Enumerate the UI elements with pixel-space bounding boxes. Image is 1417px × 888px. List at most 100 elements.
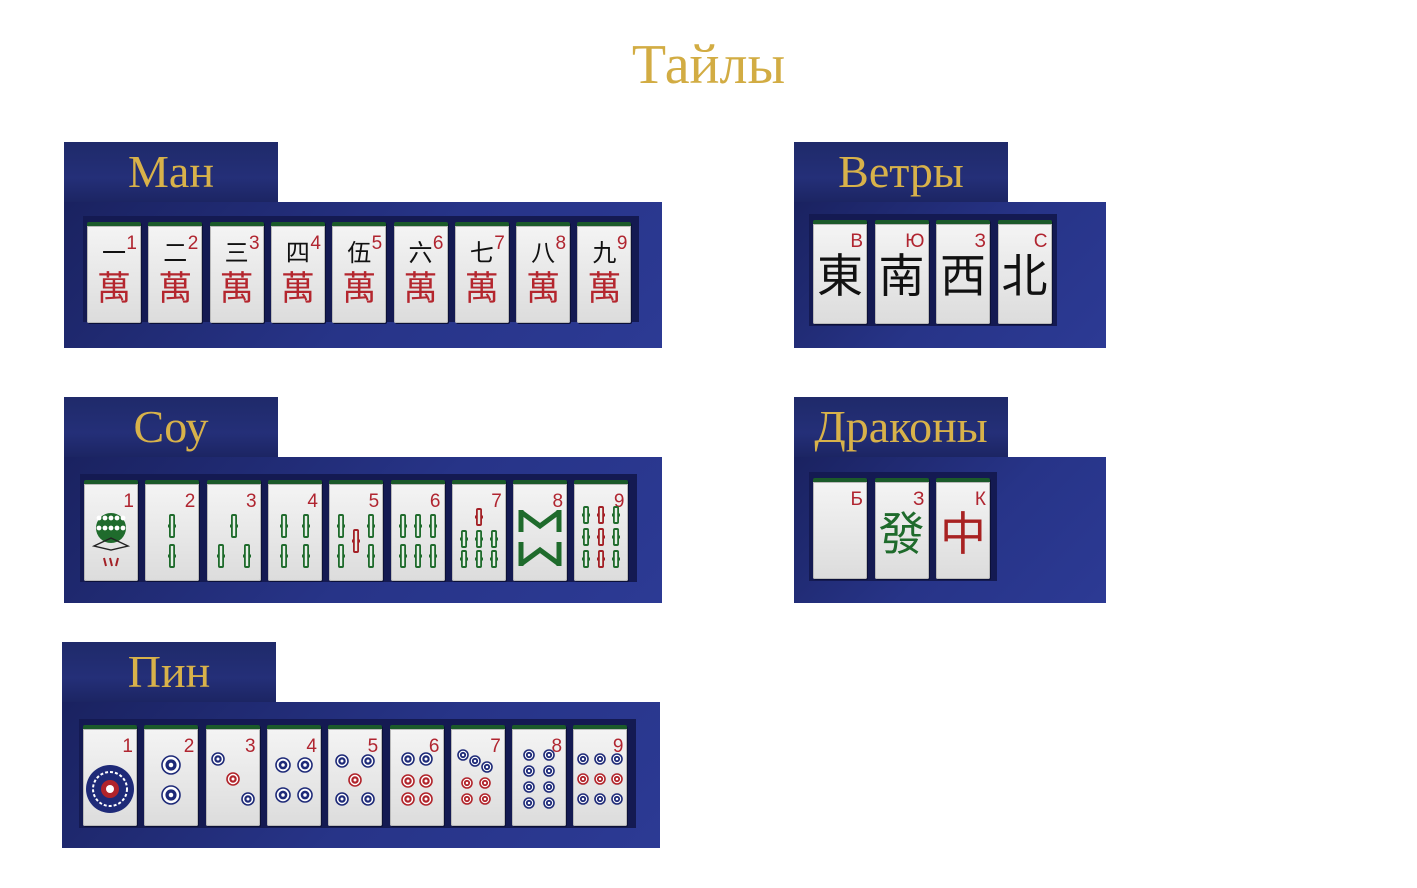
tile-index-label: 8 [552, 491, 564, 512]
tile-pin-4[interactable]: 4 [266, 725, 321, 826]
circle-5-icon [335, 754, 375, 806]
tile-pin-8[interactable]: 8 [512, 725, 567, 826]
tile-pin-7[interactable]: 7 [450, 725, 505, 826]
tile-index-label: 3 [245, 736, 256, 757]
circle-1-icon [86, 765, 134, 813]
tile-sou-7[interactable]: 7 [451, 480, 506, 581]
bamboo-9-icon [582, 506, 621, 568]
circle-6-icon [400, 752, 433, 806]
tile-pin-6[interactable]: 6 [389, 725, 444, 826]
man-suit-glyph: 萬 [97, 269, 131, 309]
section-tab-dragons[interactable]: Драконы [794, 397, 1008, 457]
tile-index-label: С [1033, 231, 1048, 252]
tile-index-label: 3 [246, 491, 257, 512]
section-tab-pin[interactable]: Пин [62, 642, 276, 702]
tile-index-label: 1 [122, 736, 133, 757]
tile-pin-5[interactable]: 5 [328, 725, 383, 826]
tile-pin-3[interactable]: 3 [205, 725, 260, 826]
bamboo-4-icon [279, 514, 310, 568]
tile-sou-9[interactable]: 9 [574, 480, 629, 581]
man-numeral-glyph: 八 [531, 239, 556, 267]
tile-index-label: 3 [249, 233, 260, 254]
tile-pin-9[interactable]: 9 [573, 725, 628, 826]
tile-index-label: 1 [123, 491, 134, 512]
bamboo-2-icon [168, 514, 177, 568]
tile-index-label: 8 [555, 233, 567, 254]
tile-sou-4[interactable]: 4 [267, 480, 322, 581]
wind-glyph: 東 [817, 249, 863, 303]
tile-index-label: 4 [310, 233, 321, 254]
tile-index-label: 2 [184, 491, 196, 512]
tile-index-label: Ю [905, 231, 925, 252]
tile-sou-1[interactable]: 1 [84, 480, 138, 581]
section-tab-winds[interactable]: Ветры [794, 142, 1008, 202]
man-suit-glyph: 萬 [342, 269, 377, 309]
tile-sou-6[interactable]: 6 [390, 480, 445, 581]
tile-index-label: 5 [367, 736, 379, 757]
section-pin: Пин 1 2 3 4 5 6 7 8 9 [62, 642, 660, 848]
section-tab-man[interactable]: Ман [64, 142, 278, 202]
tile-index-label: 5 [371, 233, 383, 254]
bamboo-7-icon [459, 508, 498, 568]
page-title: Тайлы [631, 34, 786, 96]
tile-index-label: 4 [307, 491, 318, 512]
tile-dragons-1[interactable]: Б [813, 478, 867, 579]
circle-8-icon [523, 749, 555, 809]
bamboo-3-icon [216, 514, 251, 568]
man-suit-glyph: 萬 [219, 269, 254, 309]
bamboo-6-icon [398, 514, 437, 568]
tile-index-label: К [974, 489, 986, 510]
tile-pin-1[interactable]: 1 [83, 725, 137, 826]
green-dragon-glyph: 發 [878, 507, 925, 561]
tile-sou-5[interactable]: 5 [329, 480, 384, 581]
wind-glyph: 北 [1001, 249, 1048, 303]
man-suit-glyph: 萬 [280, 269, 315, 309]
section-tab-sou[interactable]: Соу [64, 397, 278, 457]
tile-index-label: 9 [616, 233, 628, 254]
tile-index-label: В [850, 231, 863, 252]
bamboo-8-icon [518, 509, 562, 567]
tile-index-label: 6 [428, 736, 440, 757]
circle-9-icon [577, 753, 624, 805]
tile-sou-8[interactable]: 8 [513, 480, 568, 581]
man-numeral-glyph: 伍 [347, 239, 372, 267]
tile-index-label: 1 [126, 233, 137, 254]
tile-sou-2[interactable]: 2 [145, 480, 200, 581]
tile-index-label: 9 [612, 736, 624, 757]
man-suit-glyph: 萬 [158, 269, 193, 309]
tile-index-label: 7 [491, 491, 502, 512]
wind-glyph: 南 [878, 249, 925, 303]
man-numeral-glyph: 二 [163, 239, 188, 267]
tile-index-label: Б [850, 489, 863, 510]
tile-sou-3[interactable]: 3 [206, 480, 261, 581]
red-dragon-glyph: 中 [940, 507, 986, 561]
tile-pin-2[interactable]: 2 [144, 725, 199, 826]
circle-7-icon [456, 749, 493, 805]
bamboo-5-icon [337, 514, 376, 568]
tile-index-label: 2 [183, 736, 195, 757]
man-suit-glyph: 萬 [403, 269, 438, 309]
tile-index-label: 4 [306, 736, 317, 757]
man-suit-glyph: 萬 [587, 269, 622, 309]
tile-index-label: 6 [432, 233, 444, 254]
